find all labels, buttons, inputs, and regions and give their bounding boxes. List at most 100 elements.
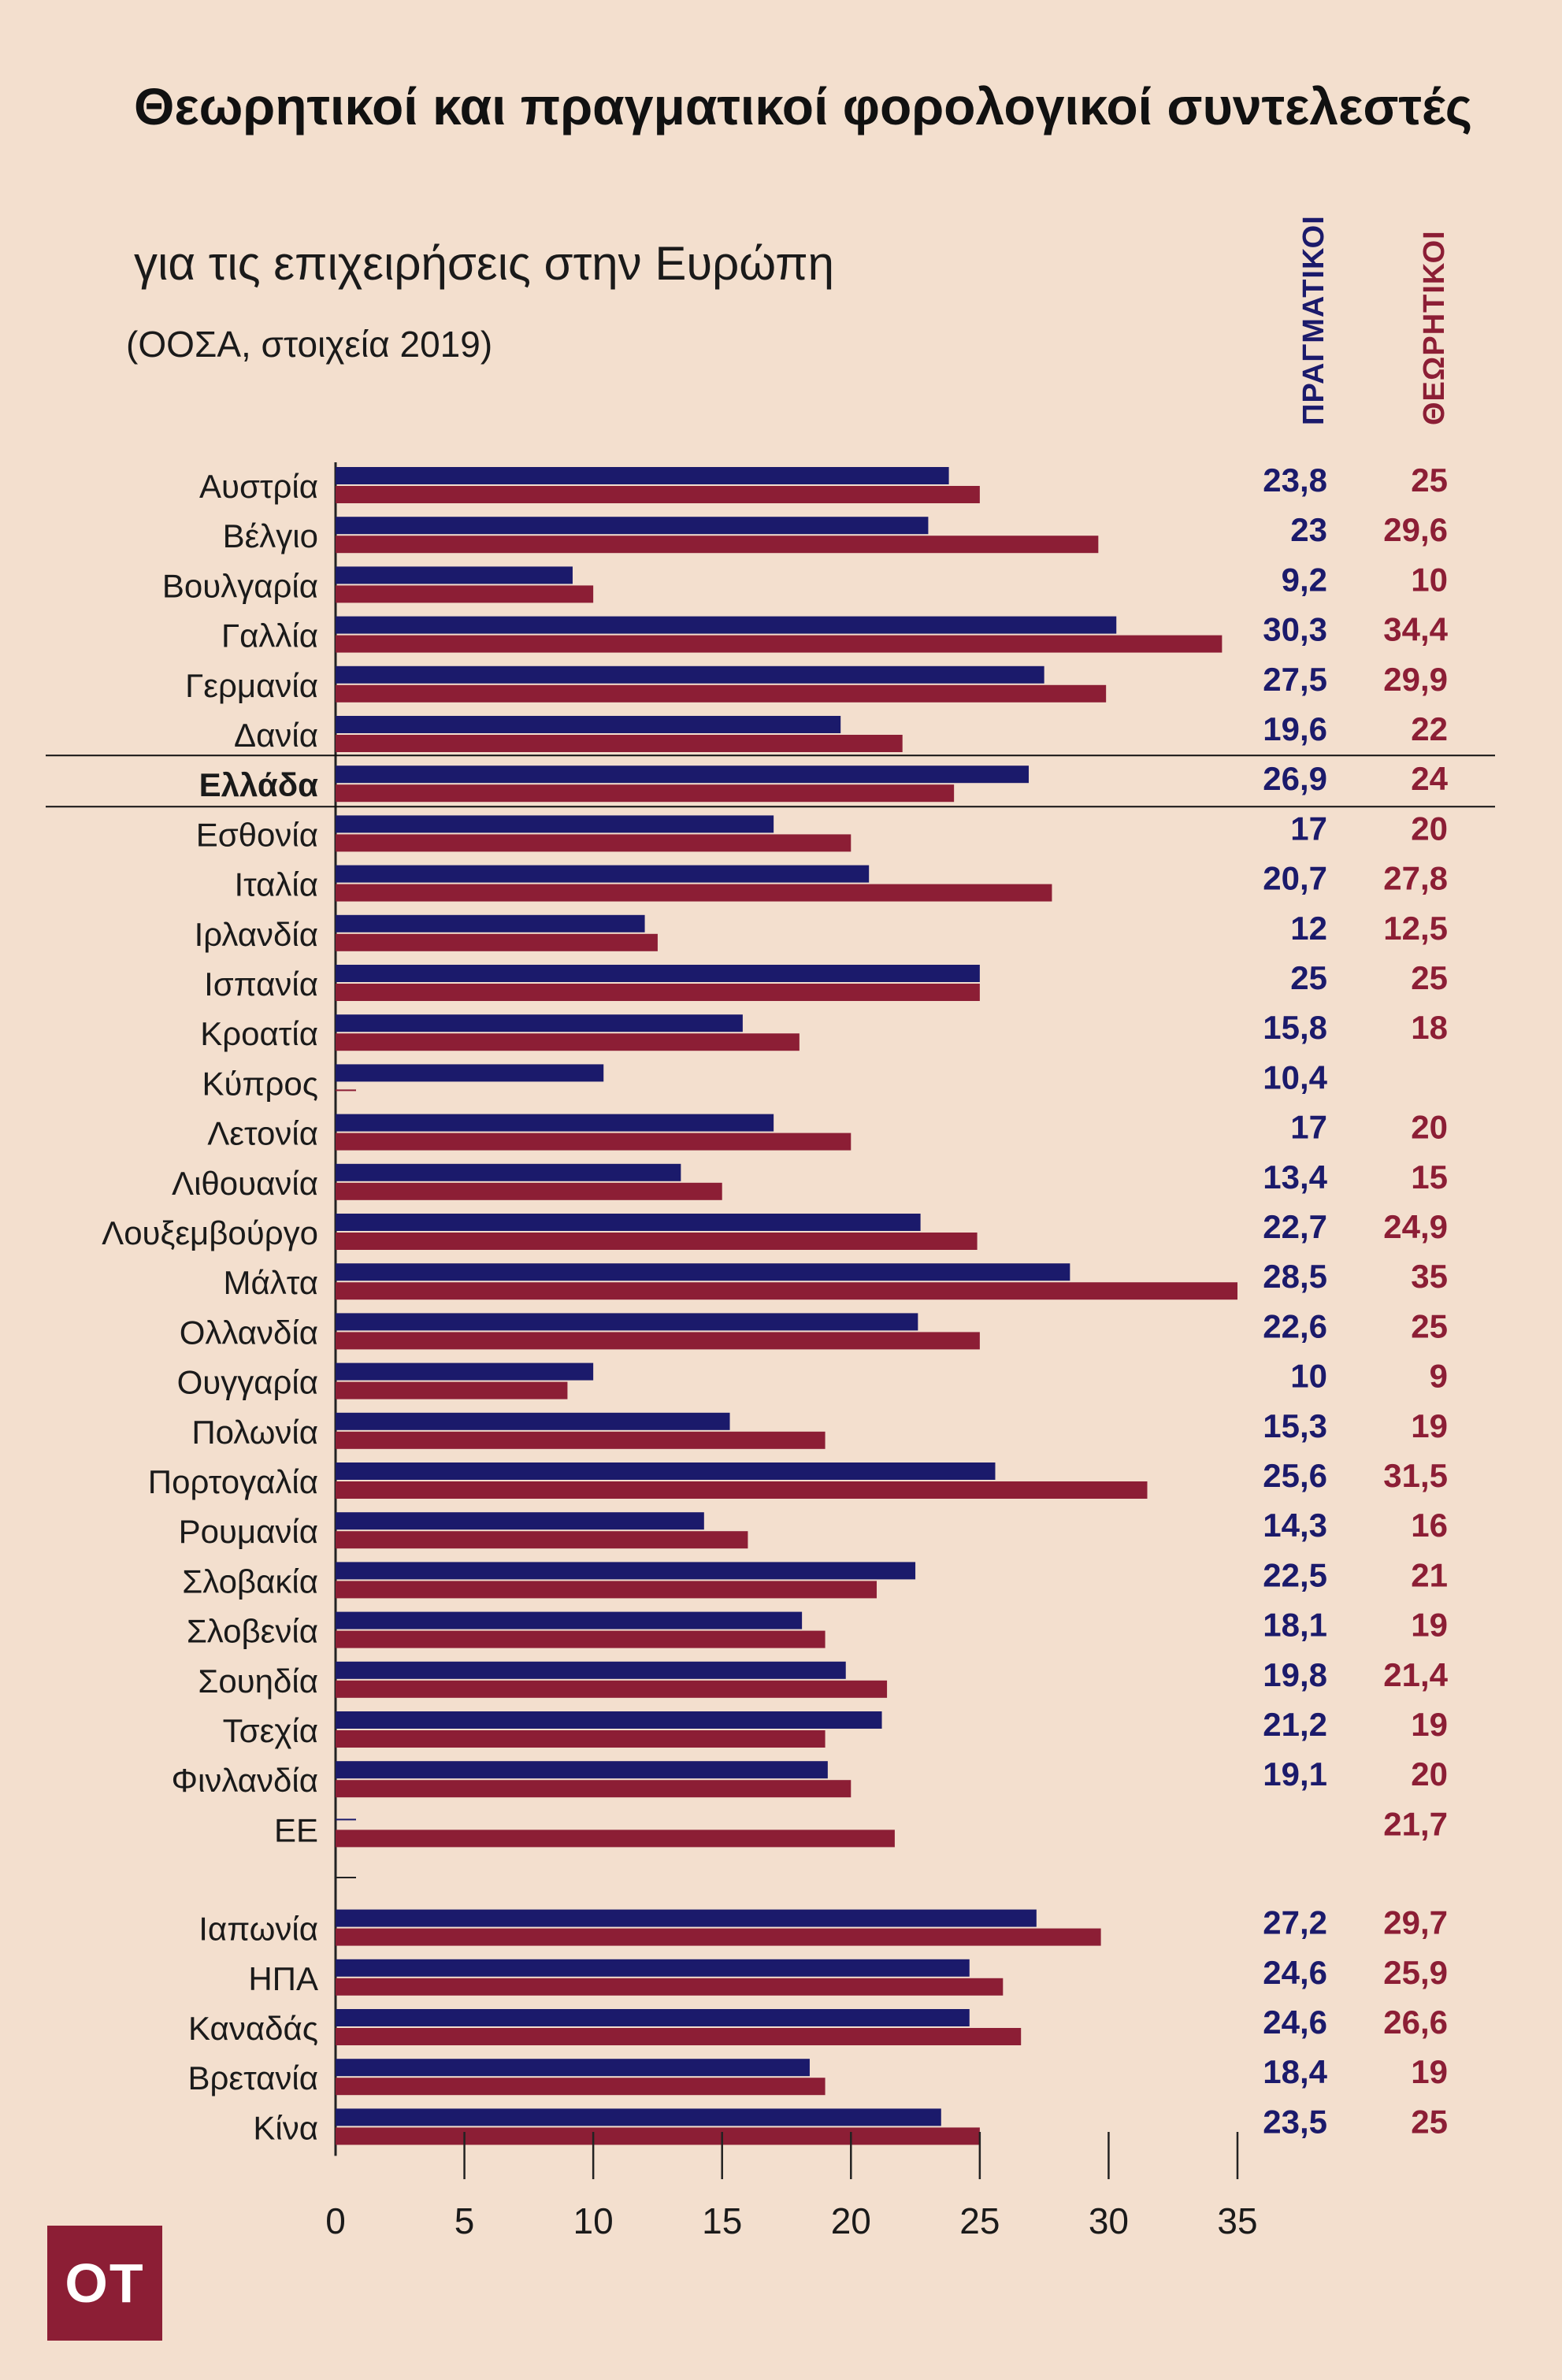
x-tick-label: 25 [959, 2200, 1000, 2241]
bar-actual [336, 1412, 730, 1430]
category-label: ΕΕ [274, 1811, 318, 1848]
data-label-nominal: 15 [1411, 1158, 1448, 1196]
category-label: Εσθονία [196, 816, 318, 853]
category-label: Ιρλανδία [195, 916, 318, 953]
category-label: Σλοβενία [187, 1613, 318, 1650]
bar-actual [336, 2009, 970, 2026]
data-label-actual: 24,6 [1263, 1954, 1327, 1991]
bar-actual [336, 965, 980, 982]
x-tick-label: 5 [455, 2200, 475, 2241]
bar-nominal [336, 2127, 980, 2145]
bar-nominal [336, 1829, 895, 1848]
bar-actual [336, 2108, 941, 2126]
category-label: Βουλγαρία [162, 567, 318, 604]
category-label: Ολλανδία [180, 1314, 318, 1351]
data-label-actual: 27,5 [1263, 661, 1327, 698]
category-label: Μάλτα [223, 1264, 318, 1301]
data-label-actual: 13,4 [1263, 1158, 1327, 1196]
data-label-actual: 18,4 [1263, 2053, 1327, 2090]
bar-nominal [336, 1531, 748, 1549]
bar-actual [336, 1462, 996, 1480]
bar-nominal [336, 1233, 978, 1250]
bar-nominal [336, 884, 1052, 902]
bar-actual [336, 1611, 803, 1629]
category-label: Ιαπωνία [198, 1911, 318, 1948]
category-label: Λιθουανία [172, 1165, 318, 1202]
data-label-actual: 26,9 [1263, 760, 1327, 797]
data-label-nominal: 21 [1411, 1556, 1448, 1593]
data-label-actual: 22,6 [1263, 1307, 1327, 1344]
data-label-nominal: 12,5 [1383, 910, 1448, 947]
bar-nominal [336, 784, 955, 803]
data-label-nominal: 10 [1411, 561, 1448, 598]
data-label-actual: 24,6 [1263, 2004, 1327, 2041]
bar-actual [336, 1214, 921, 1231]
bar-actual [336, 766, 1030, 784]
data-label-nominal: 27,8 [1383, 860, 1448, 897]
x-tick-label: 10 [573, 2200, 614, 2241]
data-label-nominal: 9 [1430, 1358, 1448, 1395]
bar-nominal [336, 536, 1099, 554]
bar-actual [336, 1362, 594, 1381]
bar-nominal [336, 635, 1223, 653]
data-label-nominal: 35 [1411, 1258, 1448, 1295]
data-label-nominal: 25 [1411, 2103, 1448, 2140]
data-label-nominal: 20 [1411, 1755, 1448, 1792]
bar-actual [336, 914, 645, 932]
data-label-actual: 21,2 [1263, 1706, 1327, 1743]
bar-nominal [336, 2028, 1022, 2045]
bar-actual [336, 1711, 882, 1729]
bar-nominal [336, 1431, 826, 1449]
data-label-nominal: 19 [1411, 2053, 1448, 2090]
data-label-nominal: 26,6 [1383, 2004, 1448, 2041]
category-label: Γερμανία [185, 667, 318, 704]
x-tick-label: 35 [1217, 2200, 1257, 2241]
category-label: Γαλλία [221, 617, 318, 654]
bar-nominal [336, 1581, 877, 1599]
bar-actual [336, 1014, 743, 1032]
data-label-nominal: 25 [1411, 1307, 1448, 1344]
bar-nominal [336, 1381, 568, 1399]
bar-nominal [336, 984, 980, 1001]
bar-actual [336, 467, 949, 484]
data-label-actual: 19,6 [1263, 710, 1327, 747]
data-label-actual: 15,3 [1263, 1407, 1327, 1444]
x-tick-label: 15 [702, 2200, 742, 2241]
chart-title: Θεωρητικοί και πραγματικοί φορολογικοί σ… [134, 77, 1473, 135]
data-label-nominal: 19 [1411, 1407, 1448, 1444]
data-label-actual: 19,1 [1263, 1755, 1327, 1792]
chart-subtitle: για τις επιχειρήσεις στην Ευρώπη [134, 237, 835, 290]
category-label: Λουξεμβούργο [102, 1214, 318, 1251]
data-label-actual: 14,3 [1263, 1507, 1327, 1544]
bar-nominal [336, 1133, 851, 1151]
data-label-nominal: 20 [1411, 810, 1448, 847]
bar-nominal [336, 585, 594, 603]
data-label-nominal: 21,7 [1383, 1805, 1448, 1842]
bar-nominal [336, 684, 1107, 703]
bar-actual [336, 815, 774, 833]
bar-nominal [336, 1780, 851, 1798]
bar-nominal [336, 834, 851, 852]
bar-actual [336, 1263, 1070, 1281]
category-label: Πολωνία [191, 1414, 318, 1451]
data-label-actual: 12 [1290, 910, 1327, 947]
category-label: Ρουμανία [179, 1513, 318, 1550]
data-label-actual: 28,5 [1263, 1258, 1327, 1295]
category-label: Σλοβακία [182, 1563, 318, 1600]
data-label-actual: 25 [1290, 959, 1327, 996]
data-label-nominal: 29,9 [1383, 661, 1448, 698]
bar-actual [336, 1313, 918, 1331]
data-label-nominal: 24,9 [1383, 1208, 1448, 1245]
data-label-actual: 10 [1290, 1358, 1327, 1395]
category-label: Κροατία [200, 1015, 318, 1052]
bar-nominal [336, 1680, 888, 1698]
data-label-actual: 23 [1290, 511, 1327, 548]
bar-actual [336, 1562, 916, 1580]
bar-nominal [336, 933, 658, 951]
data-label-actual: 20,7 [1263, 860, 1327, 897]
data-label-nominal: 25 [1411, 462, 1448, 499]
x-tick-label: 30 [1089, 2200, 1129, 2241]
data-label-nominal: 31,5 [1383, 1457, 1448, 1494]
category-label: Ελλάδα [199, 766, 319, 803]
